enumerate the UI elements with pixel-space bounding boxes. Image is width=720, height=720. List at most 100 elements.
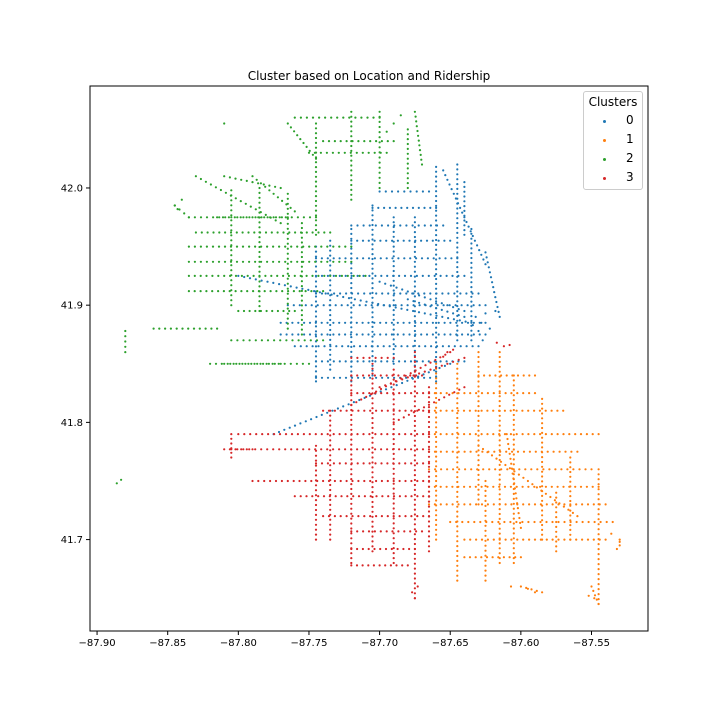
data-point bbox=[350, 517, 353, 520]
data-point bbox=[241, 231, 244, 234]
data-point bbox=[413, 459, 416, 462]
data-point bbox=[475, 392, 478, 395]
data-point bbox=[492, 433, 495, 436]
data-point bbox=[605, 520, 608, 524]
data-point bbox=[333, 292, 336, 295]
data-point bbox=[433, 274, 436, 277]
data-point bbox=[494, 374, 497, 377]
data-point bbox=[392, 260, 395, 263]
data-point bbox=[314, 523, 318, 526]
data-point bbox=[230, 204, 233, 207]
data-point bbox=[350, 443, 353, 446]
data-point bbox=[350, 227, 353, 231]
data-point bbox=[230, 442, 233, 445]
data-point bbox=[379, 333, 382, 336]
data-point bbox=[274, 219, 277, 222]
data-point bbox=[427, 435, 431, 438]
data-point bbox=[371, 301, 374, 304]
data-point bbox=[509, 585, 513, 588]
data-point bbox=[427, 411, 431, 414]
data-point bbox=[329, 479, 332, 482]
data-point bbox=[441, 292, 444, 295]
data-point bbox=[445, 450, 448, 453]
data-point bbox=[585, 485, 589, 488]
data-point bbox=[413, 582, 416, 585]
data-point bbox=[389, 284, 392, 287]
data-point bbox=[350, 487, 353, 491]
data-point bbox=[456, 382, 459, 385]
data-point bbox=[435, 258, 438, 261]
data-point bbox=[314, 195, 318, 198]
data-point bbox=[339, 409, 342, 412]
data-point bbox=[243, 275, 246, 279]
data-point bbox=[379, 321, 382, 324]
data-point bbox=[477, 473, 480, 476]
data-point bbox=[375, 409, 378, 412]
data-point bbox=[371, 248, 374, 251]
data-point bbox=[363, 515, 366, 518]
data-point bbox=[258, 305, 261, 308]
data-point bbox=[569, 466, 572, 469]
data-point bbox=[498, 400, 501, 403]
data-point bbox=[498, 463, 501, 466]
data-point bbox=[323, 231, 326, 234]
data-point bbox=[449, 321, 452, 324]
data-point bbox=[386, 360, 389, 363]
data-point bbox=[412, 411, 415, 414]
data-point bbox=[435, 316, 438, 320]
data-point bbox=[280, 479, 283, 483]
data-point bbox=[541, 480, 544, 483]
data-point bbox=[421, 274, 424, 277]
data-point bbox=[286, 262, 289, 265]
data-point bbox=[380, 274, 383, 277]
series-0 bbox=[237, 163, 501, 436]
data-point bbox=[597, 588, 600, 591]
data-point bbox=[378, 131, 381, 134]
data-point bbox=[591, 433, 594, 436]
data-point bbox=[474, 433, 477, 436]
data-point bbox=[384, 282, 387, 285]
data-point bbox=[258, 206, 261, 209]
data-point bbox=[314, 180, 318, 183]
data-point bbox=[228, 448, 231, 451]
data-point bbox=[402, 333, 405, 336]
data-point bbox=[176, 208, 179, 211]
data-point bbox=[337, 151, 340, 154]
data-point bbox=[344, 376, 348, 379]
data-point bbox=[234, 290, 237, 293]
data-point bbox=[412, 300, 415, 303]
data-point bbox=[392, 360, 395, 363]
data-point bbox=[423, 370, 426, 373]
data-point bbox=[456, 530, 459, 533]
data-point bbox=[498, 517, 501, 521]
data-point bbox=[282, 231, 285, 234]
data-point bbox=[477, 405, 480, 408]
data-point bbox=[341, 345, 344, 348]
data-point bbox=[286, 222, 289, 225]
data-point bbox=[356, 224, 359, 227]
data-point bbox=[371, 287, 374, 290]
data-point bbox=[569, 519, 572, 522]
data-point bbox=[416, 462, 419, 465]
data-point bbox=[392, 482, 395, 485]
data-point bbox=[258, 309, 261, 313]
data-point bbox=[539, 485, 542, 488]
data-point bbox=[371, 550, 374, 553]
data-point bbox=[544, 492, 548, 495]
data-point bbox=[350, 331, 353, 334]
data-point bbox=[344, 257, 347, 260]
data-point bbox=[357, 409, 360, 412]
data-point bbox=[413, 538, 416, 541]
data-point bbox=[509, 433, 512, 436]
data-point bbox=[266, 339, 270, 342]
data-point bbox=[556, 409, 559, 412]
data-point bbox=[386, 448, 389, 451]
data-point bbox=[236, 448, 239, 451]
data-point bbox=[392, 388, 395, 391]
data-point bbox=[413, 503, 416, 506]
data-point bbox=[235, 245, 239, 248]
data-point bbox=[413, 533, 416, 536]
data-point bbox=[290, 260, 293, 263]
data-point bbox=[541, 465, 544, 468]
data-point bbox=[597, 478, 600, 481]
